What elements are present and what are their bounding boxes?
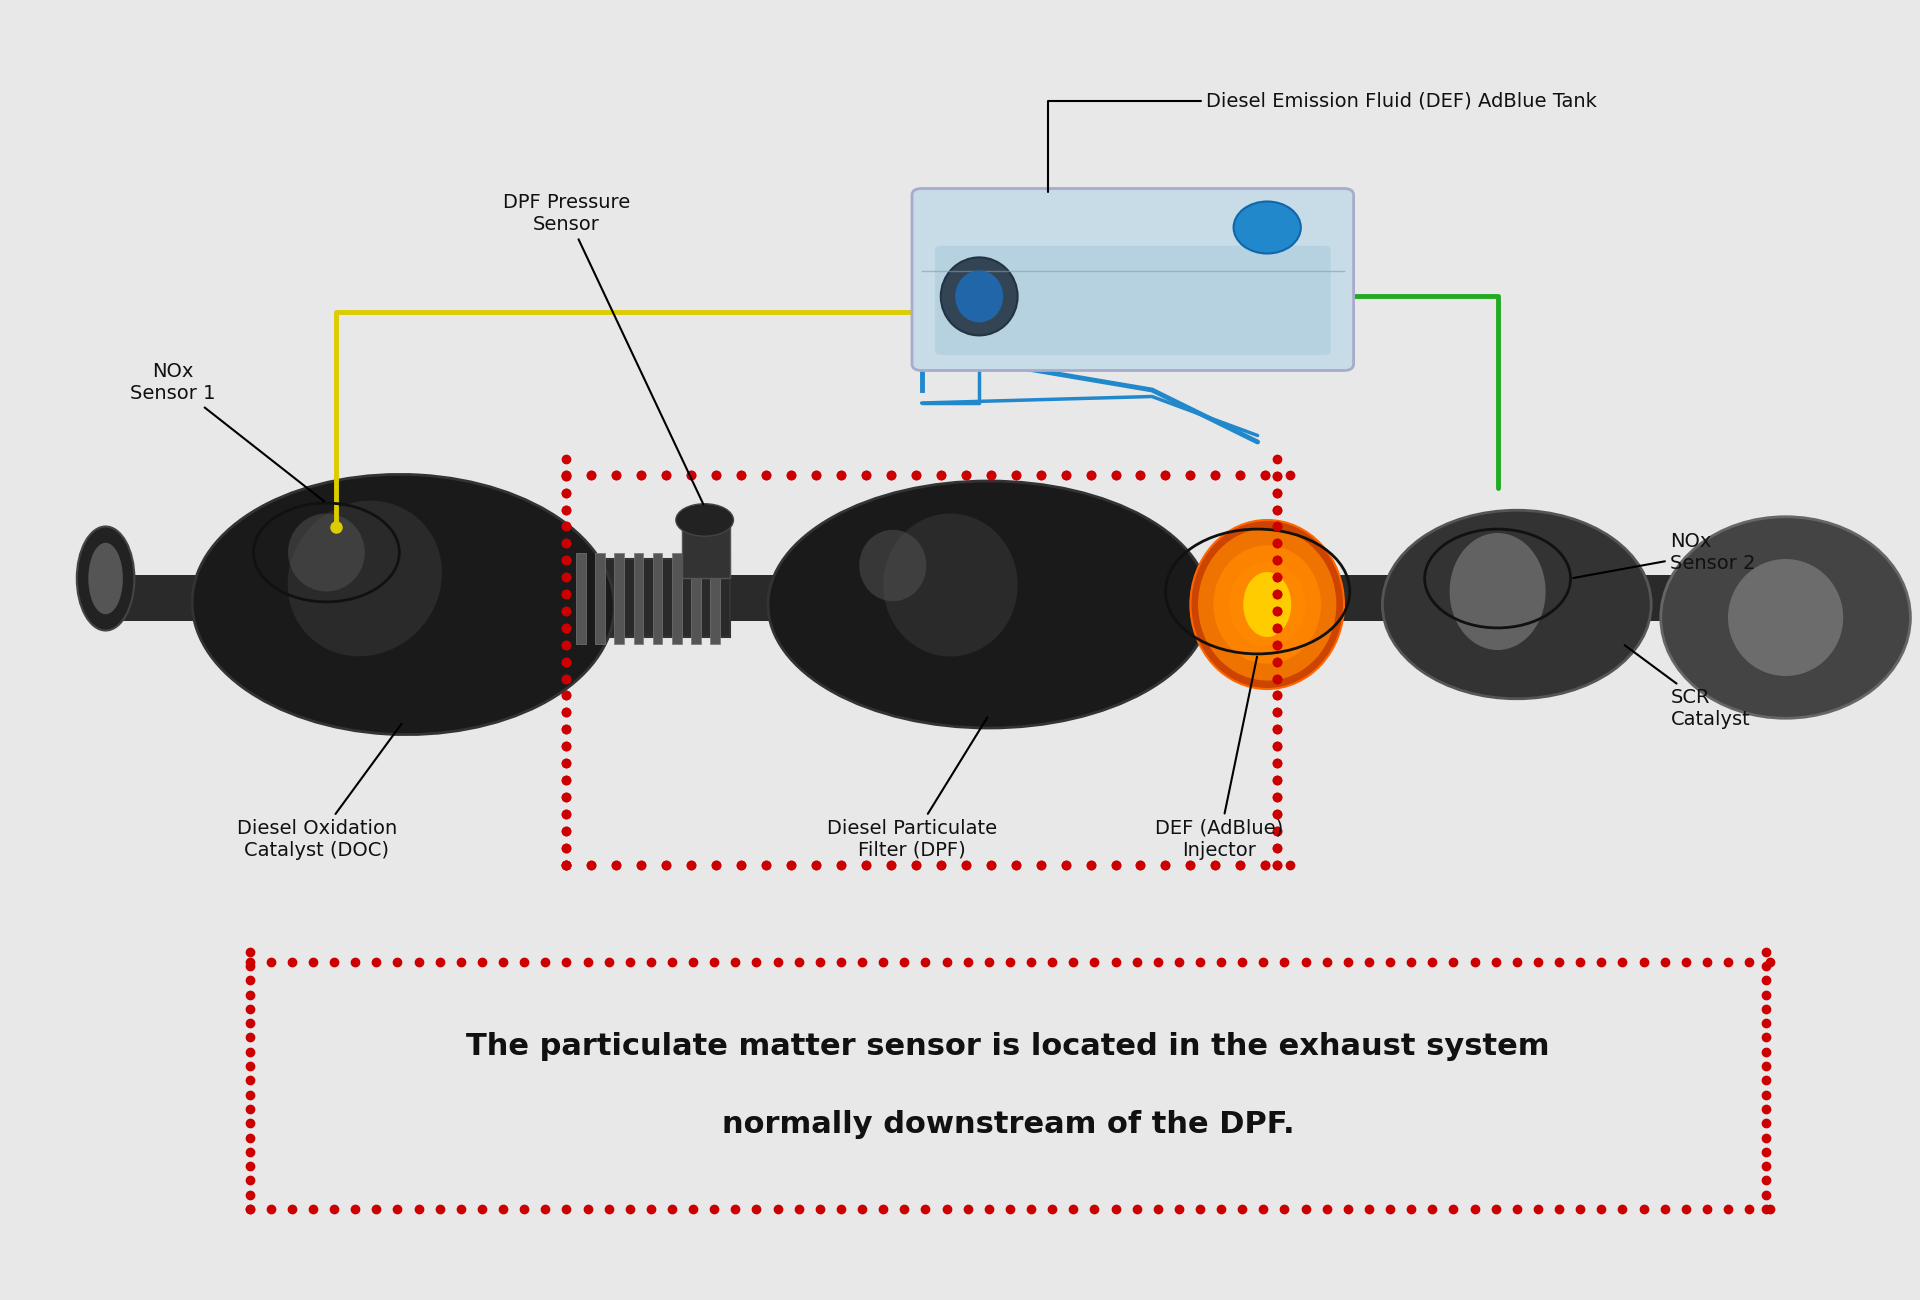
Text: Diesel Oxidation
Catalyst (DOC): Diesel Oxidation Catalyst (DOC) — [236, 724, 401, 861]
FancyBboxPatch shape — [935, 246, 1331, 355]
Ellipse shape — [88, 542, 123, 614]
Bar — [672, 552, 682, 644]
Text: NOx
Sensor 1: NOx Sensor 1 — [131, 361, 324, 502]
Text: SCR
Catalyst: SCR Catalyst — [1624, 645, 1751, 729]
Ellipse shape — [1450, 533, 1546, 650]
Ellipse shape — [956, 270, 1002, 322]
Text: Diesel Emission Fluid (DEF) AdBlue Tank: Diesel Emission Fluid (DEF) AdBlue Tank — [1048, 91, 1597, 192]
Ellipse shape — [883, 514, 1018, 656]
Ellipse shape — [288, 500, 442, 656]
Ellipse shape — [941, 257, 1018, 335]
Text: NOx
Sensor 2: NOx Sensor 2 — [1572, 532, 1757, 578]
Ellipse shape — [860, 529, 927, 601]
Ellipse shape — [1213, 546, 1321, 663]
Ellipse shape — [77, 526, 134, 630]
Ellipse shape — [768, 481, 1210, 728]
Bar — [653, 552, 662, 644]
Bar — [634, 552, 643, 644]
FancyBboxPatch shape — [912, 188, 1354, 370]
Bar — [106, 575, 1795, 621]
Ellipse shape — [1382, 510, 1651, 699]
Ellipse shape — [192, 474, 614, 734]
Bar — [1200, 566, 1277, 630]
Ellipse shape — [1661, 516, 1910, 718]
Bar — [614, 552, 624, 644]
Bar — [576, 552, 586, 644]
Bar — [691, 552, 701, 644]
Text: DPF Pressure
Sensor: DPF Pressure Sensor — [503, 192, 703, 504]
Text: Diesel Particulate
Filter (DPF): Diesel Particulate Filter (DPF) — [828, 718, 996, 861]
Ellipse shape — [1190, 520, 1344, 689]
Ellipse shape — [1229, 562, 1306, 647]
Text: DEF (AdBlue)
Injector: DEF (AdBlue) Injector — [1156, 656, 1283, 861]
Ellipse shape — [1728, 559, 1843, 676]
Bar — [710, 552, 720, 644]
Ellipse shape — [676, 503, 733, 536]
Ellipse shape — [1244, 572, 1290, 637]
Bar — [595, 552, 605, 644]
Text: normally downstream of the DPF.: normally downstream of the DPF. — [722, 1110, 1294, 1139]
Ellipse shape — [1198, 529, 1336, 681]
Ellipse shape — [1233, 202, 1300, 254]
Text: The particulate matter sensor is located in the exhaust system: The particulate matter sensor is located… — [467, 1032, 1549, 1061]
Bar — [682, 520, 730, 578]
Bar — [0, 0, 1920, 1105]
Bar — [566, 559, 730, 637]
Ellipse shape — [288, 514, 365, 592]
